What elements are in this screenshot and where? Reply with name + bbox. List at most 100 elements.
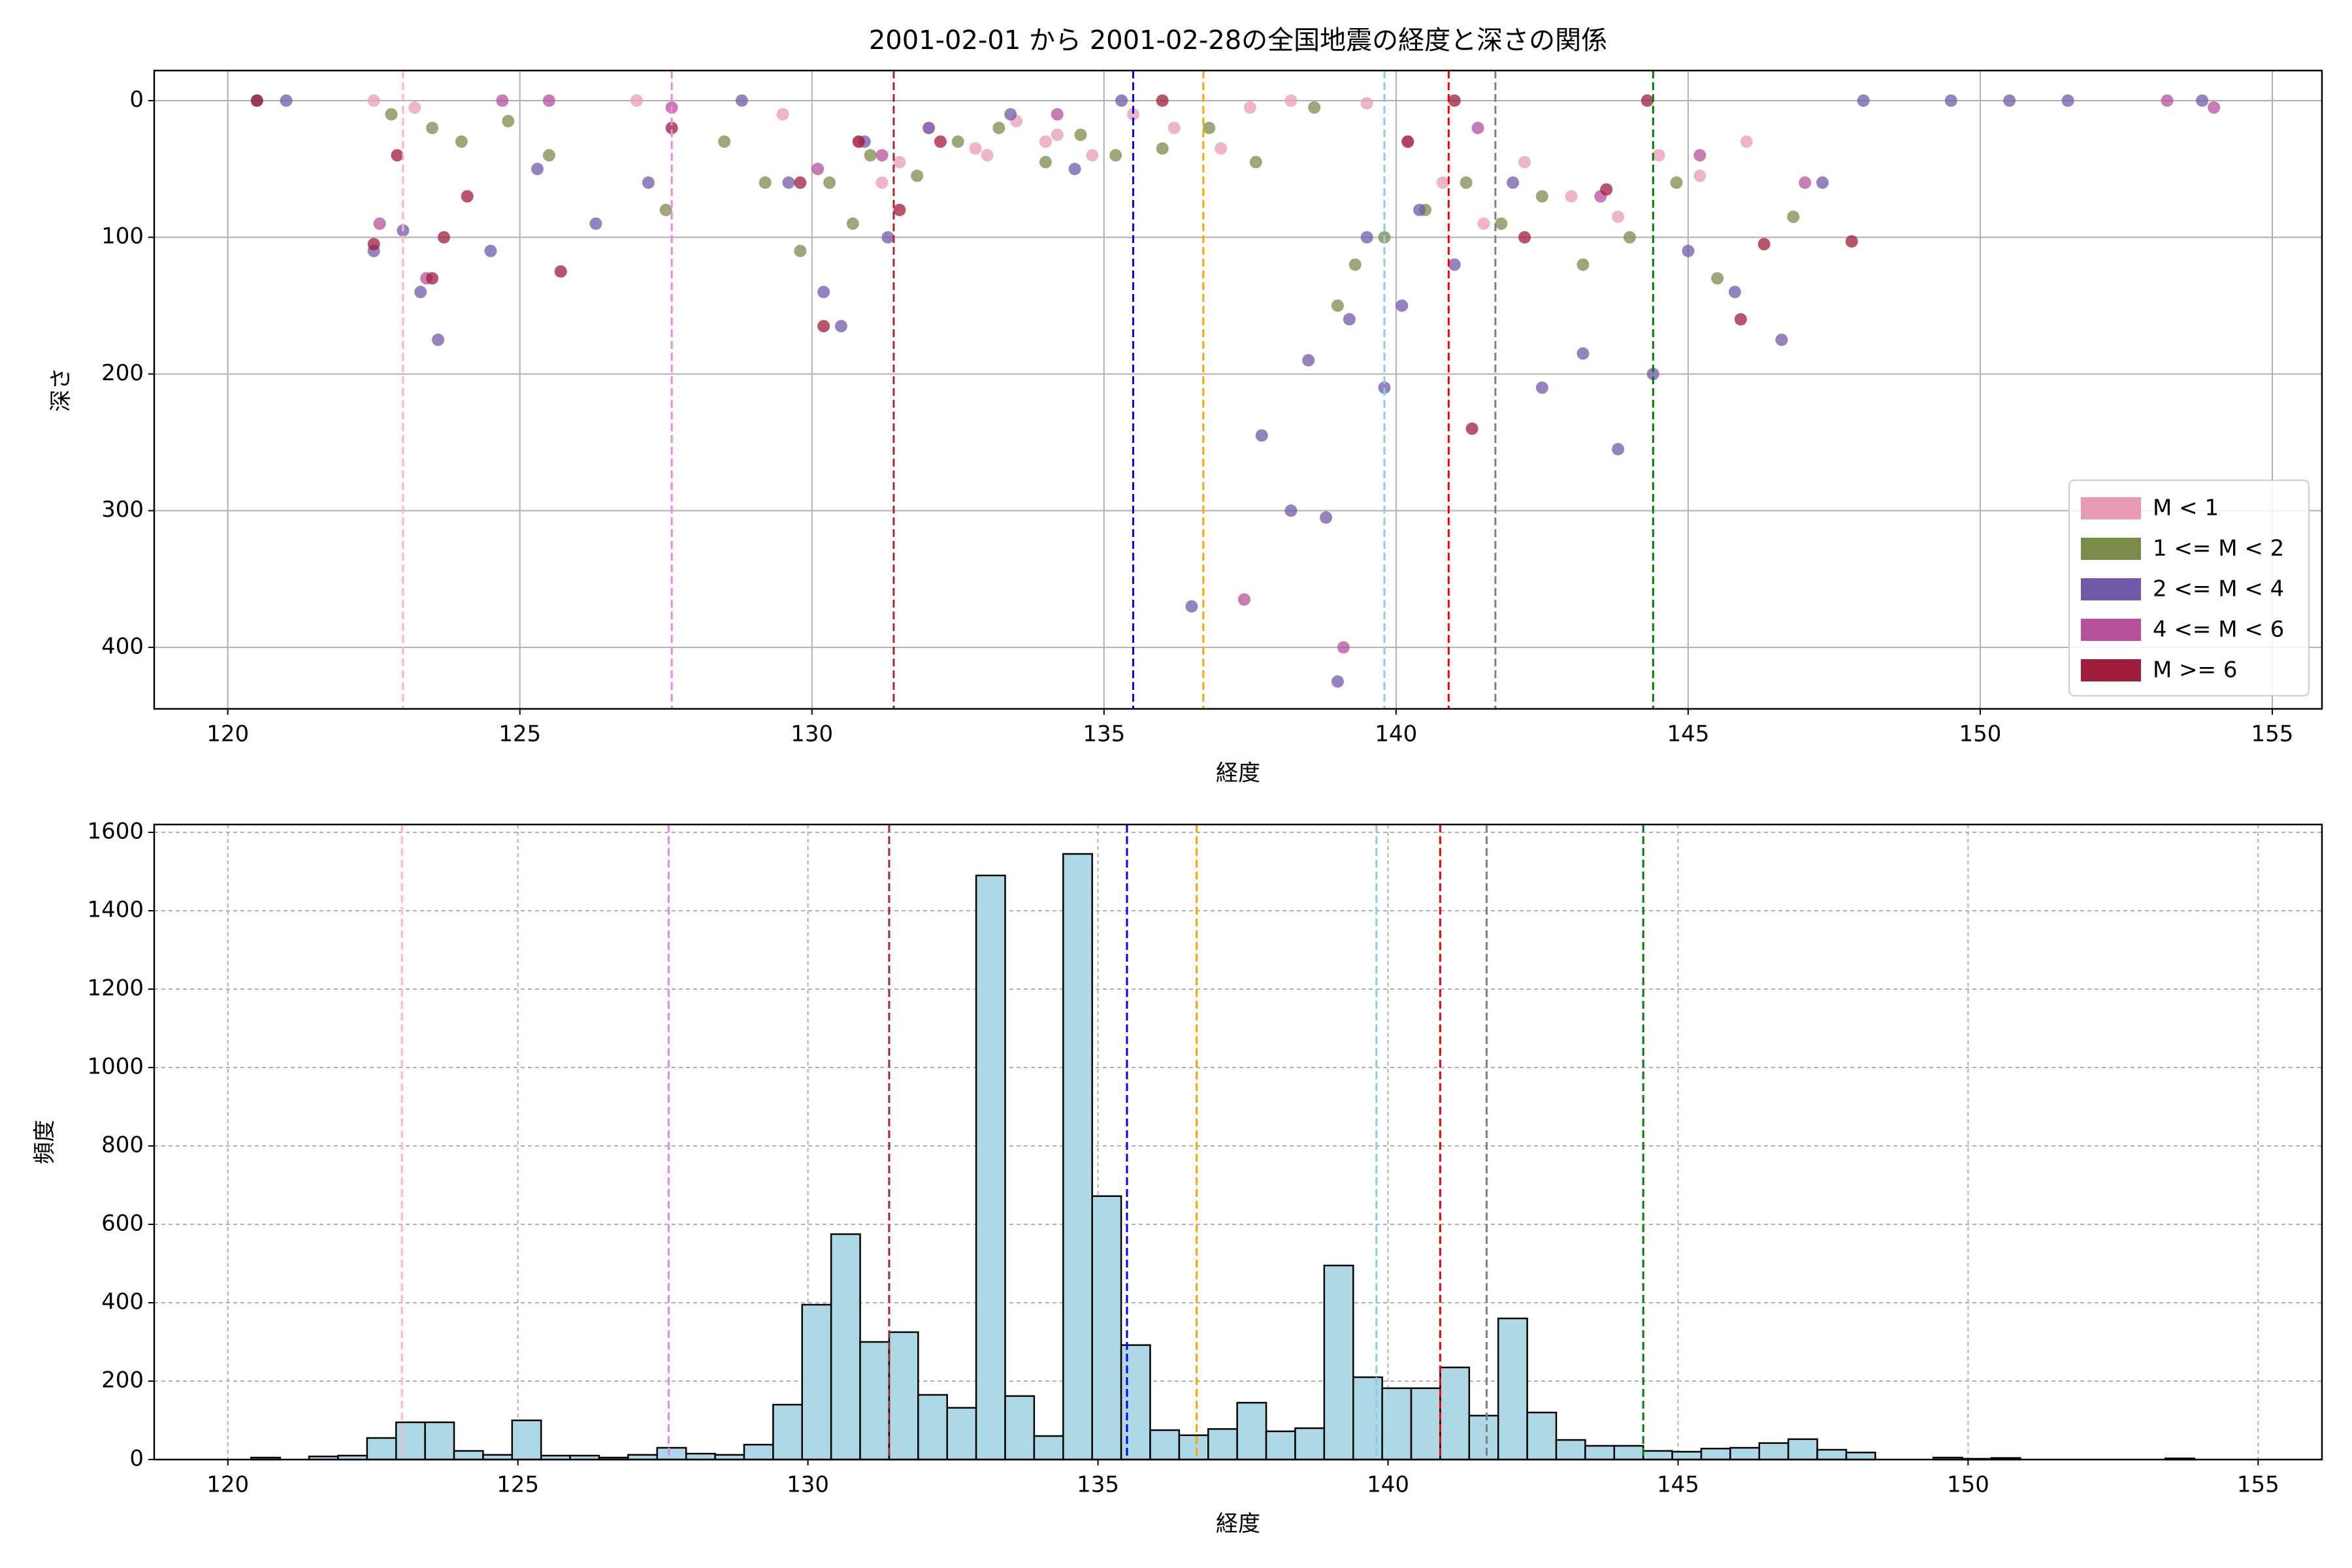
scatter-point [250, 94, 263, 107]
scatter-point [1448, 258, 1461, 271]
x-tick-label: 125 [498, 721, 541, 747]
scatter-point [367, 94, 380, 107]
y-axis-label: 深さ [48, 368, 74, 412]
scatter-point [1495, 217, 1508, 230]
scatter-point [1799, 176, 1812, 189]
scatter-point [1682, 244, 1695, 257]
scatter-point [542, 149, 555, 162]
histogram-bar [1323, 1264, 1354, 1461]
scatter-point [1670, 176, 1683, 189]
y-tick-label: 0 [129, 87, 144, 113]
scatter-point [1857, 94, 1870, 107]
x-tick-label: 130 [791, 721, 833, 747]
x-tick-label: 140 [1367, 1472, 1409, 1498]
x-tick-label: 155 [2251, 721, 2294, 747]
y-tick-label: 100 [101, 223, 144, 250]
scatter-point [864, 149, 877, 162]
scatter-point [823, 176, 836, 189]
x-tick-label: 120 [206, 1472, 249, 1498]
histogram-bar [1816, 1448, 1848, 1461]
scatter-point [1623, 231, 1636, 244]
histogram-bar [1381, 1387, 1413, 1461]
scatter-point [992, 122, 1005, 135]
scatter-point [1086, 149, 1099, 162]
histogram-bar [1758, 1442, 1789, 1461]
scatter-point [414, 286, 427, 299]
scatter-point [1413, 203, 1426, 216]
histogram-bar [1265, 1430, 1296, 1461]
scatter-point [817, 319, 830, 333]
scatter-point [1185, 600, 1198, 613]
scatter-point [1845, 235, 1858, 248]
scatter-point [934, 135, 947, 148]
scatter-point [1396, 299, 1409, 312]
scatter-point [1775, 333, 1788, 346]
scatter-point [1436, 176, 1449, 189]
scatter-point [893, 155, 906, 169]
legend-label: 1 <= M < 2 [2153, 536, 2284, 562]
histogram-bar [424, 1421, 455, 1461]
y-tick-label: 600 [101, 1211, 144, 1237]
y-tick-label: 300 [101, 497, 144, 523]
scatter-point [385, 108, 398, 121]
histogram-bar [1091, 1195, 1122, 1461]
histogram-bar [801, 1303, 832, 1461]
scatter-point [1074, 128, 1087, 141]
scatter-point [1693, 149, 1707, 162]
scatter-point [1612, 443, 1625, 456]
scatter-point [782, 176, 795, 189]
histogram-bar [772, 1403, 804, 1461]
scatter-point [1507, 176, 1520, 189]
scatter-point [1465, 422, 1478, 435]
scatter-point [659, 203, 672, 216]
scatter-point [1565, 189, 1578, 203]
histogram-bar [511, 1419, 542, 1461]
scatter-point [1156, 142, 1169, 155]
histogram-bar [1178, 1434, 1209, 1461]
legend-label: 4 <= M < 6 [2153, 617, 2284, 643]
scatter-point [776, 108, 789, 121]
histogram-bar [1033, 1435, 1064, 1461]
scatter-point [1448, 94, 1461, 107]
x-tick-label: 155 [2237, 1472, 2279, 1498]
histogram-bar [1294, 1427, 1326, 1461]
scatter-point [408, 101, 421, 114]
histogram-bar [366, 1437, 397, 1461]
scatter-point [875, 176, 889, 189]
legend-swatch [2081, 497, 2141, 519]
plot-frame [153, 69, 2323, 710]
histogram-bar [1468, 1414, 1499, 1461]
scatter-point [1115, 94, 1128, 107]
y-tick-label: 1600 [87, 819, 144, 845]
scatter-point [1360, 231, 1373, 244]
histogram-bar [1207, 1428, 1238, 1461]
scatter-point [846, 217, 859, 230]
scatter-point [426, 272, 439, 285]
scatter-point [1471, 122, 1484, 135]
scatter-point [1337, 641, 1350, 654]
scatter-point [1646, 367, 1659, 380]
scatter-point [981, 149, 994, 162]
scatter-point [1535, 189, 1548, 203]
scatter-point [1068, 163, 1081, 176]
scatter-point [1740, 135, 1753, 148]
scatter-point [531, 163, 544, 176]
histogram-bar [1497, 1317, 1528, 1461]
scatter-point [437, 231, 450, 244]
scatter-point [1168, 122, 1181, 135]
scatter-point [1360, 97, 1373, 110]
x-tick-label: 145 [1667, 721, 1709, 747]
y-tick-label: 0 [129, 1446, 144, 1472]
x-tick-label: 135 [1077, 1472, 1119, 1498]
chart-title: 2001-02-01 から 2001-02-28の全国地震の経度と深さの関係 [869, 25, 1607, 56]
scatter-point [665, 122, 678, 135]
scatter-point [1051, 108, 1064, 121]
scatter-point [642, 176, 655, 189]
histogram-bar [917, 1394, 948, 1461]
scatter-point [484, 244, 497, 257]
y-axis-label: 頻度 [32, 1120, 58, 1164]
scatter-point [391, 149, 404, 162]
histogram-bar [1555, 1439, 1586, 1461]
scatter-point [1401, 135, 1414, 148]
histogram-bar [1120, 1344, 1151, 1461]
